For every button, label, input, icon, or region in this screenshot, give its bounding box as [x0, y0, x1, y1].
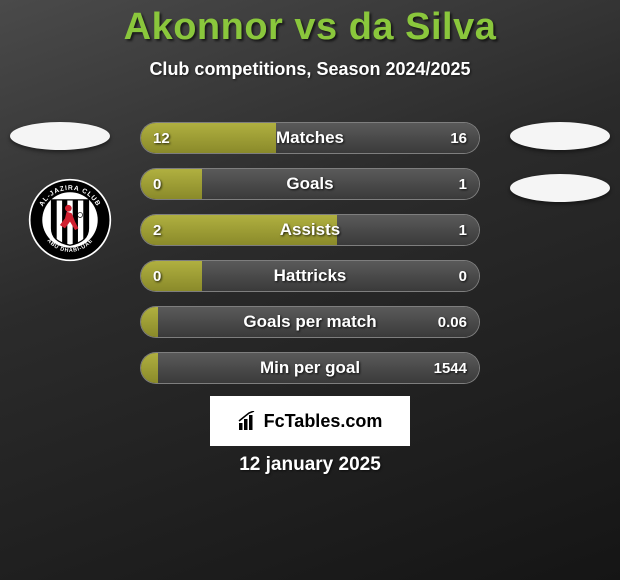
player-right-club-placeholder	[510, 174, 610, 202]
bar-value-right: 0.06	[438, 307, 467, 337]
bar-row: Min per goal1544	[140, 352, 480, 384]
bar-value-right: 0	[459, 261, 467, 291]
bar-value-right: 1	[459, 169, 467, 199]
bar-value-left: 12	[153, 123, 170, 153]
bar-label: Matches	[141, 123, 479, 153]
chart-icon	[238, 411, 258, 431]
bar-label: Assists	[141, 215, 479, 245]
bar-value-right: 16	[450, 123, 467, 153]
bar-value-right: 1	[459, 215, 467, 245]
bar-row: Matches12 16	[140, 122, 480, 154]
club-badge-left: AL-JAZIRA CLUB ABU DHABI-UAE	[28, 178, 112, 262]
bar-label: Goals	[141, 169, 479, 199]
page-date: 12 january 2025	[0, 454, 620, 476]
bar-label: Goals per match	[141, 307, 479, 337]
bar-label: Hattricks	[141, 261, 479, 291]
player-right-avatar-placeholder	[510, 122, 610, 150]
bar-row: Goals per match0.06	[140, 306, 480, 338]
page-title: Akonnor vs da Silva	[0, 0, 620, 49]
player-left-avatar-placeholder	[10, 122, 110, 150]
footer-brand-label: FcTables.com	[264, 411, 383, 432]
bar-label: Min per goal	[141, 353, 479, 383]
bar-value-left: 2	[153, 215, 161, 245]
bar-value-left: 0	[153, 169, 161, 199]
page-subtitle: Club competitions, Season 2024/2025	[0, 59, 620, 80]
bar-row: Hattricks0 0	[140, 260, 480, 292]
comparison-bars: Matches1216Goals01Assists21Hattricks00Go…	[140, 122, 480, 398]
page: Akonnor vs da Silva Club competitions, S…	[0, 0, 620, 580]
bar-row: Assists2 1	[140, 214, 480, 246]
bar-value-left: 0	[153, 261, 161, 291]
footer-brand-button[interactable]: FcTables.com	[210, 396, 410, 446]
bar-row: Goals0 1	[140, 168, 480, 200]
bar-value-right: 1544	[434, 353, 467, 383]
